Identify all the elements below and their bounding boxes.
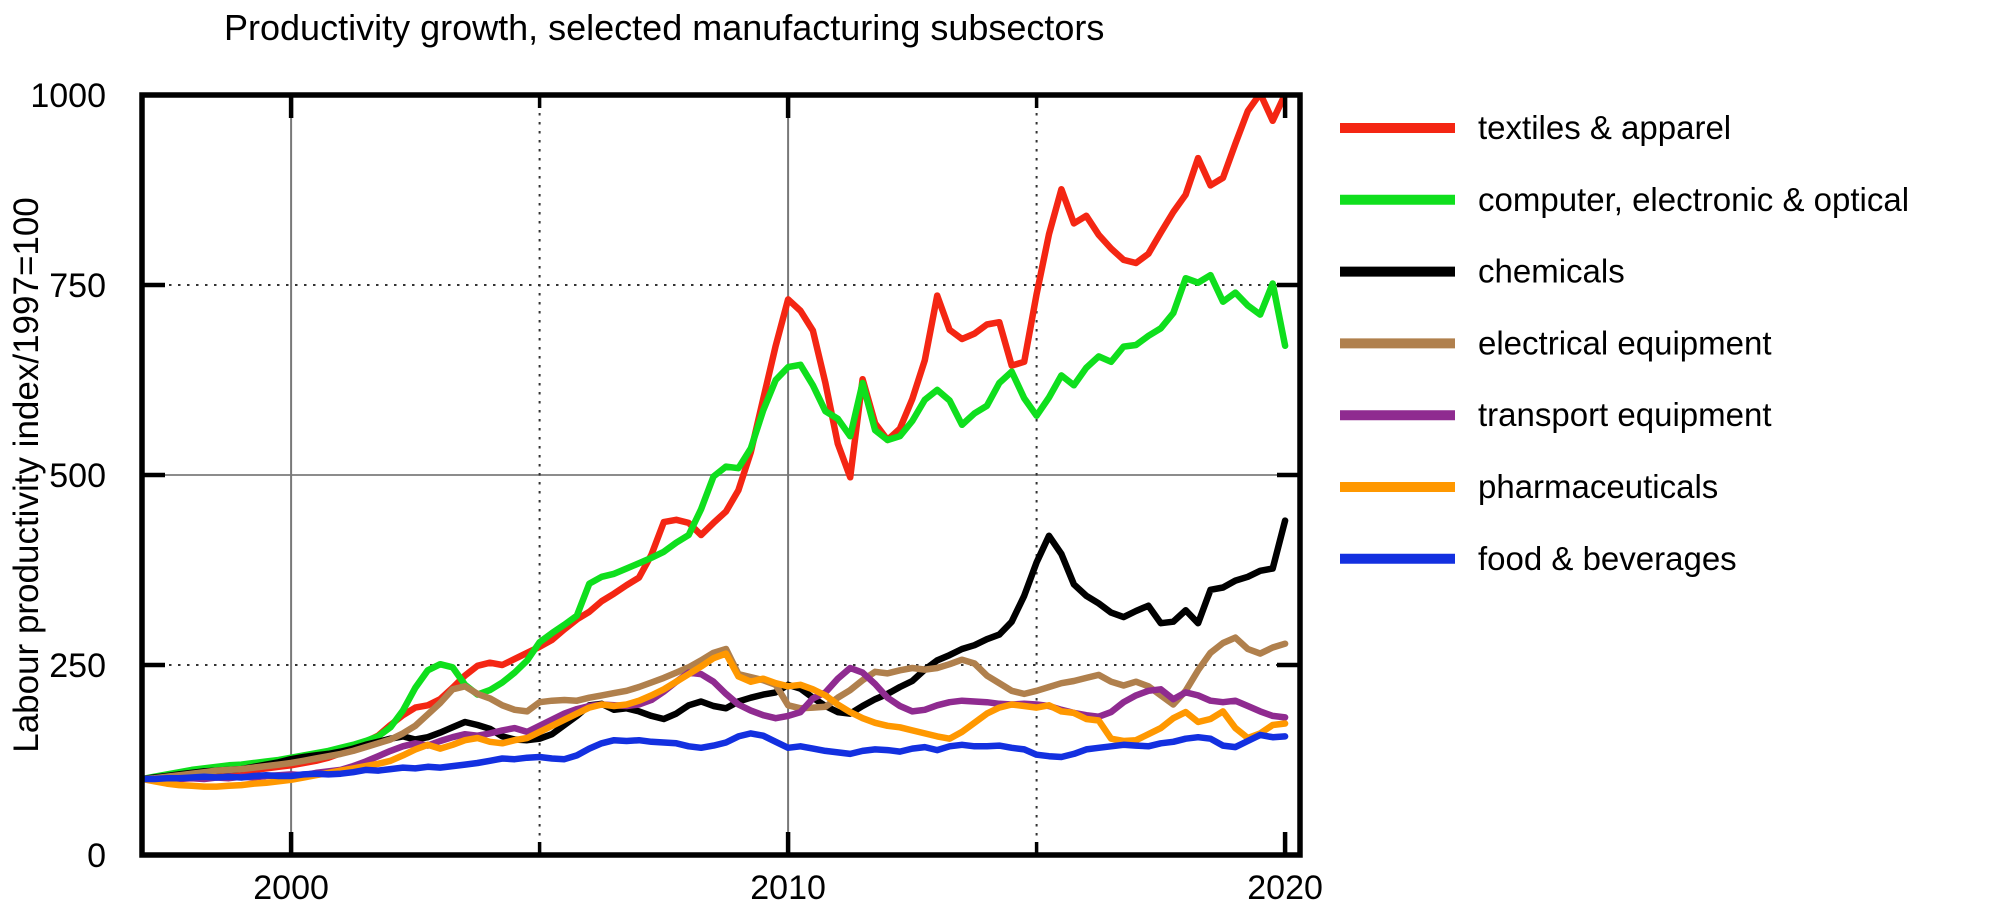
series-line-food-beverages [142,730,1289,783]
data-series [142,95,1289,790]
y-tick-label-1000: 1000 [30,77,106,115]
y-tick-label-250: 250 [49,647,106,685]
gridlines [142,95,1300,855]
y-tick-label-0: 0 [87,837,106,875]
legend-item-food-beverages: food & beverages [1340,540,1737,577]
legend-item-electrical-equipment: electrical equipment [1340,324,1772,361]
y-tick-label-500: 500 [49,457,106,495]
legend-label-chemicals: chemicals [1478,253,1625,290]
legend-label-computer-electronic-optical: computer, electronic & optical [1478,181,1909,218]
legend-item-chemicals: chemicals [1340,253,1625,290]
chart-title: Productivity growth, selected manufactur… [224,7,1104,48]
y-axis-label: Labour productivity index/1997=100 [7,197,46,753]
series-line-electrical-equipment [142,634,1289,783]
legend-item-transport-equipment: transport equipment [1340,396,1772,433]
series-line-pharmaceuticals [142,650,1289,790]
x-tick-label-2010: 2010 [750,869,826,907]
legend-label-food-beverages: food & beverages [1478,540,1737,577]
legend-label-electrical-equipment: electrical equipment [1478,324,1772,361]
legend: textiles & apparel computer, electronic &… [1340,109,1909,577]
legend-item-computer-electronic-optical: computer, electronic & optical [1340,181,1909,218]
axis-ticks [142,92,1300,858]
legend-item-pharmaceuticals: pharmaceuticals [1340,468,1718,505]
legend-item-textiles-apparel: textiles & apparel [1340,109,1731,146]
legend-label-pharmaceuticals: pharmaceuticals [1478,468,1718,505]
x-tick-labels: 2000 2010 2020 [253,869,1323,907]
y-tick-label-750: 750 [49,267,106,305]
x-tick-label-2000: 2000 [253,869,329,907]
y-tick-labels: 0 250 500 750 1000 [30,77,106,875]
legend-label-textiles-apparel: textiles & apparel [1478,109,1731,146]
x-tick-label-2020: 2020 [1247,869,1323,907]
legend-label-transport-equipment: transport equipment [1478,396,1772,433]
series-line-textiles-apparel [142,95,1289,783]
